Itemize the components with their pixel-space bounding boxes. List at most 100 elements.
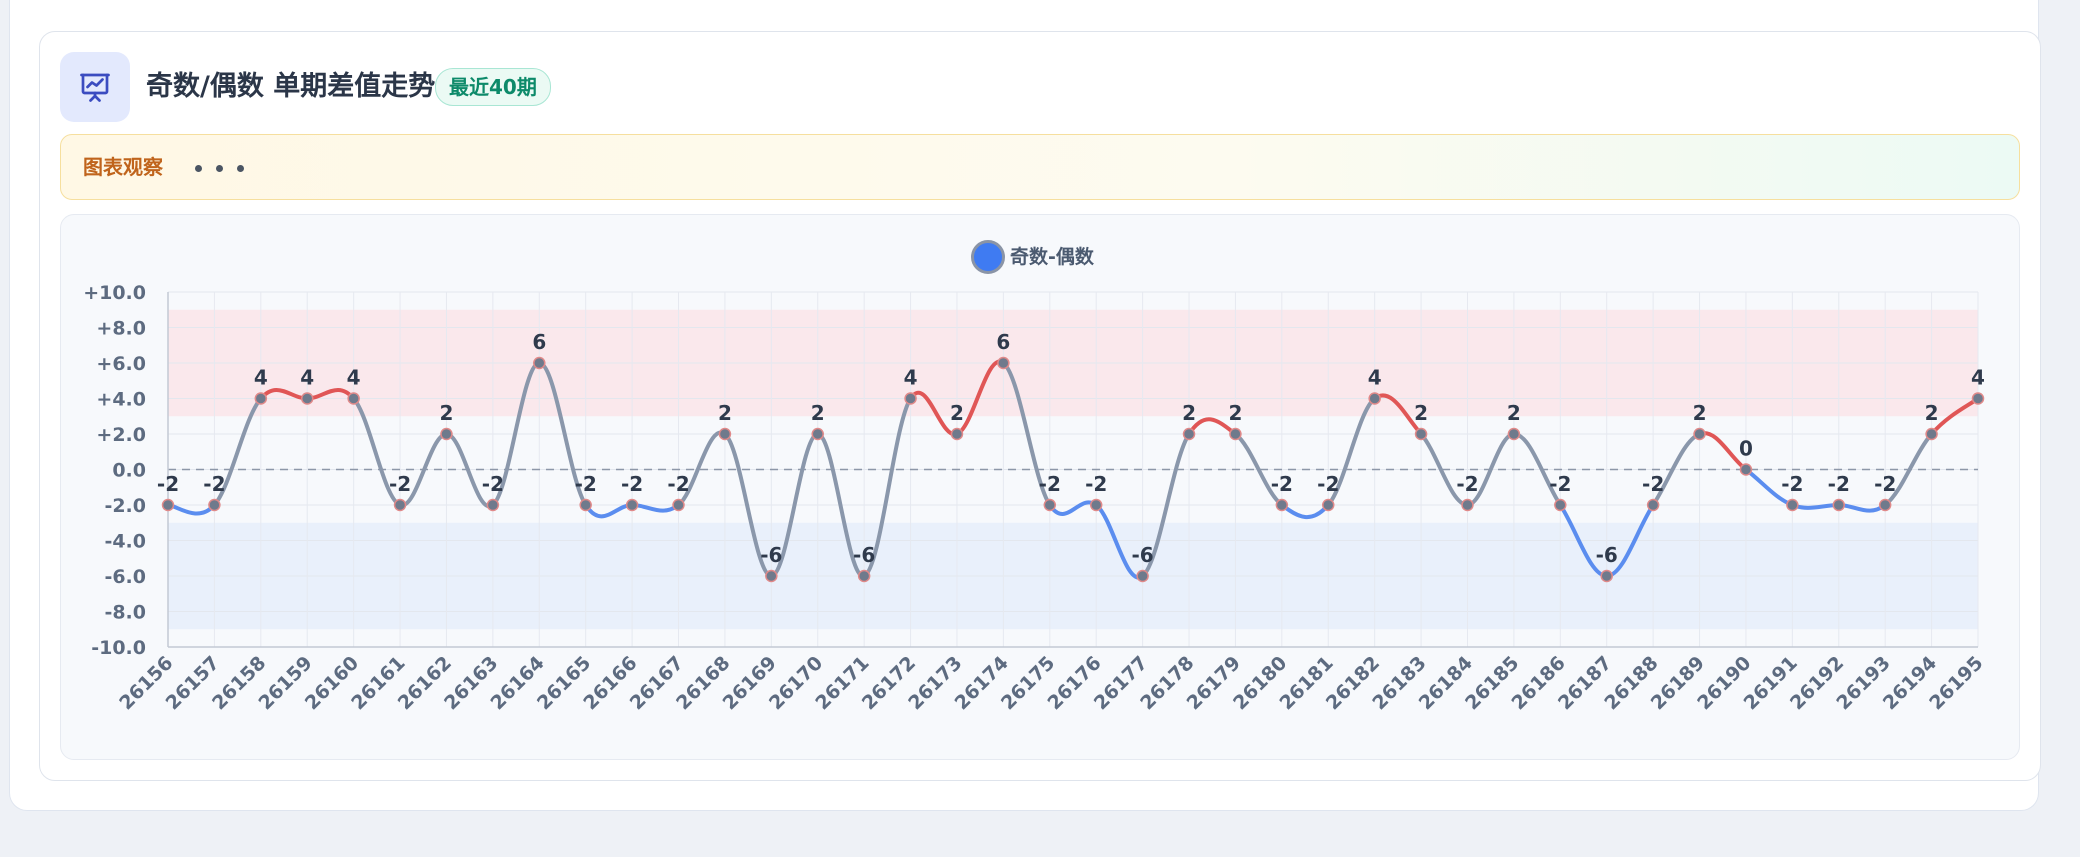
data-point bbox=[533, 356, 546, 370]
data-label: 4 bbox=[254, 366, 268, 390]
data-label: -6 bbox=[853, 543, 875, 567]
data-point bbox=[1414, 427, 1428, 441]
series-line-segment bbox=[1233, 432, 1284, 507]
data-label: -2 bbox=[1828, 472, 1850, 496]
data-point bbox=[1600, 569, 1613, 583]
data-point bbox=[486, 498, 500, 512]
data-label: 4 bbox=[347, 366, 361, 390]
data-label: -2 bbox=[482, 472, 504, 496]
presentation-chart-icon bbox=[60, 52, 130, 122]
data-label: -2 bbox=[1039, 472, 1061, 496]
data-label: -2 bbox=[1456, 472, 1478, 496]
y-tick-label: -4.0 bbox=[104, 531, 146, 553]
data-point bbox=[1693, 427, 1706, 441]
series-line-segment bbox=[1836, 503, 1888, 513]
y-tick-label: -6.0 bbox=[104, 566, 146, 588]
data-point bbox=[1322, 498, 1335, 512]
data-label: -2 bbox=[203, 472, 225, 496]
series-line-segment bbox=[1279, 503, 1331, 519]
series-line-segment bbox=[1047, 500, 1099, 516]
data-point bbox=[1925, 427, 1938, 441]
y-tick-label: +8.0 bbox=[96, 318, 146, 340]
data-label: 4 bbox=[1368, 366, 1382, 390]
series-line-segment bbox=[351, 396, 403, 507]
data-point bbox=[718, 427, 732, 441]
data-point bbox=[1275, 498, 1289, 512]
series-line-segment bbox=[166, 503, 217, 516]
data-label: -6 bbox=[760, 543, 782, 567]
legend-label[interactable]: 奇数-偶数 bbox=[1010, 246, 1094, 268]
data-label: -2 bbox=[1317, 472, 1339, 496]
data-point bbox=[857, 569, 871, 583]
data-label: -2 bbox=[667, 472, 689, 496]
data-label: -2 bbox=[1781, 472, 1803, 496]
y-tick-label: +2.0 bbox=[96, 424, 146, 446]
data-point bbox=[579, 498, 592, 512]
y-tick-label: -2.0 bbox=[104, 495, 146, 517]
observation-label: 图表观察 bbox=[83, 155, 163, 179]
data-point bbox=[1646, 498, 1660, 512]
y-tick-label: +4.0 bbox=[96, 389, 146, 411]
series-line-segment bbox=[769, 432, 820, 578]
data-label: 2 bbox=[1182, 401, 1196, 425]
data-label: 6 bbox=[996, 330, 1010, 354]
data-point bbox=[1971, 392, 1985, 405]
data-label: -2 bbox=[157, 472, 179, 496]
data-label: 2 bbox=[440, 401, 454, 425]
data-point bbox=[1089, 498, 1103, 512]
data-point bbox=[440, 427, 453, 441]
data-point bbox=[1786, 498, 1799, 512]
data-label: -2 bbox=[1271, 472, 1293, 496]
data-point bbox=[904, 392, 917, 405]
data-point bbox=[1832, 498, 1846, 512]
data-label: -6 bbox=[1596, 543, 1618, 567]
page-title: 奇数/偶数 单期差值走势 bbox=[146, 71, 436, 102]
y-tick-label: 0.0 bbox=[112, 460, 146, 482]
data-label: -2 bbox=[1549, 472, 1571, 496]
data-point bbox=[1229, 427, 1242, 441]
data-point bbox=[300, 392, 314, 405]
series-line-segment bbox=[212, 396, 263, 507]
data-label: 2 bbox=[718, 401, 732, 425]
data-label: -2 bbox=[621, 472, 643, 496]
period-badge: 最近40期 bbox=[435, 68, 551, 106]
series-line-segment bbox=[490, 361, 542, 507]
data-label: -2 bbox=[1642, 472, 1664, 496]
series-line-segment bbox=[1326, 396, 1377, 507]
data-label: 2 bbox=[1925, 401, 1939, 425]
data-label: -2 bbox=[1874, 472, 1896, 496]
more-icon[interactable] bbox=[195, 165, 244, 172]
data-label: 2 bbox=[1693, 401, 1707, 425]
data-label: 4 bbox=[300, 366, 314, 390]
data-label: 2 bbox=[950, 401, 964, 425]
data-label: -6 bbox=[1132, 543, 1154, 567]
data-label: 0 bbox=[1739, 437, 1753, 461]
data-point bbox=[1507, 427, 1521, 441]
data-label: 2 bbox=[1507, 401, 1521, 425]
data-label: 4 bbox=[1971, 366, 1985, 390]
observation-bar[interactable]: 图表观察 bbox=[60, 134, 2020, 200]
series-line-segment bbox=[862, 396, 913, 578]
data-point bbox=[1461, 498, 1474, 512]
data-point bbox=[1878, 498, 1892, 512]
data-label: -2 bbox=[575, 472, 597, 496]
series-line-segment bbox=[583, 503, 635, 519]
legend-marker[interactable] bbox=[971, 240, 1005, 274]
data-point bbox=[254, 392, 268, 405]
data-point bbox=[950, 427, 964, 441]
data-point bbox=[1182, 427, 1196, 441]
data-point bbox=[1554, 498, 1567, 512]
data-label: -2 bbox=[1085, 472, 1107, 496]
data-label: 2 bbox=[811, 401, 825, 425]
data-point bbox=[625, 498, 639, 512]
data-point bbox=[1136, 569, 1149, 583]
series-line-segment bbox=[1883, 432, 1934, 507]
y-tick-label: -8.0 bbox=[104, 602, 146, 624]
series-line-segment bbox=[815, 432, 867, 578]
data-point bbox=[1368, 392, 1381, 405]
series-line-segment bbox=[722, 432, 774, 578]
series-line-segment bbox=[537, 361, 588, 507]
y-tick-label: -10.0 bbox=[91, 637, 146, 659]
data-point bbox=[161, 498, 175, 512]
